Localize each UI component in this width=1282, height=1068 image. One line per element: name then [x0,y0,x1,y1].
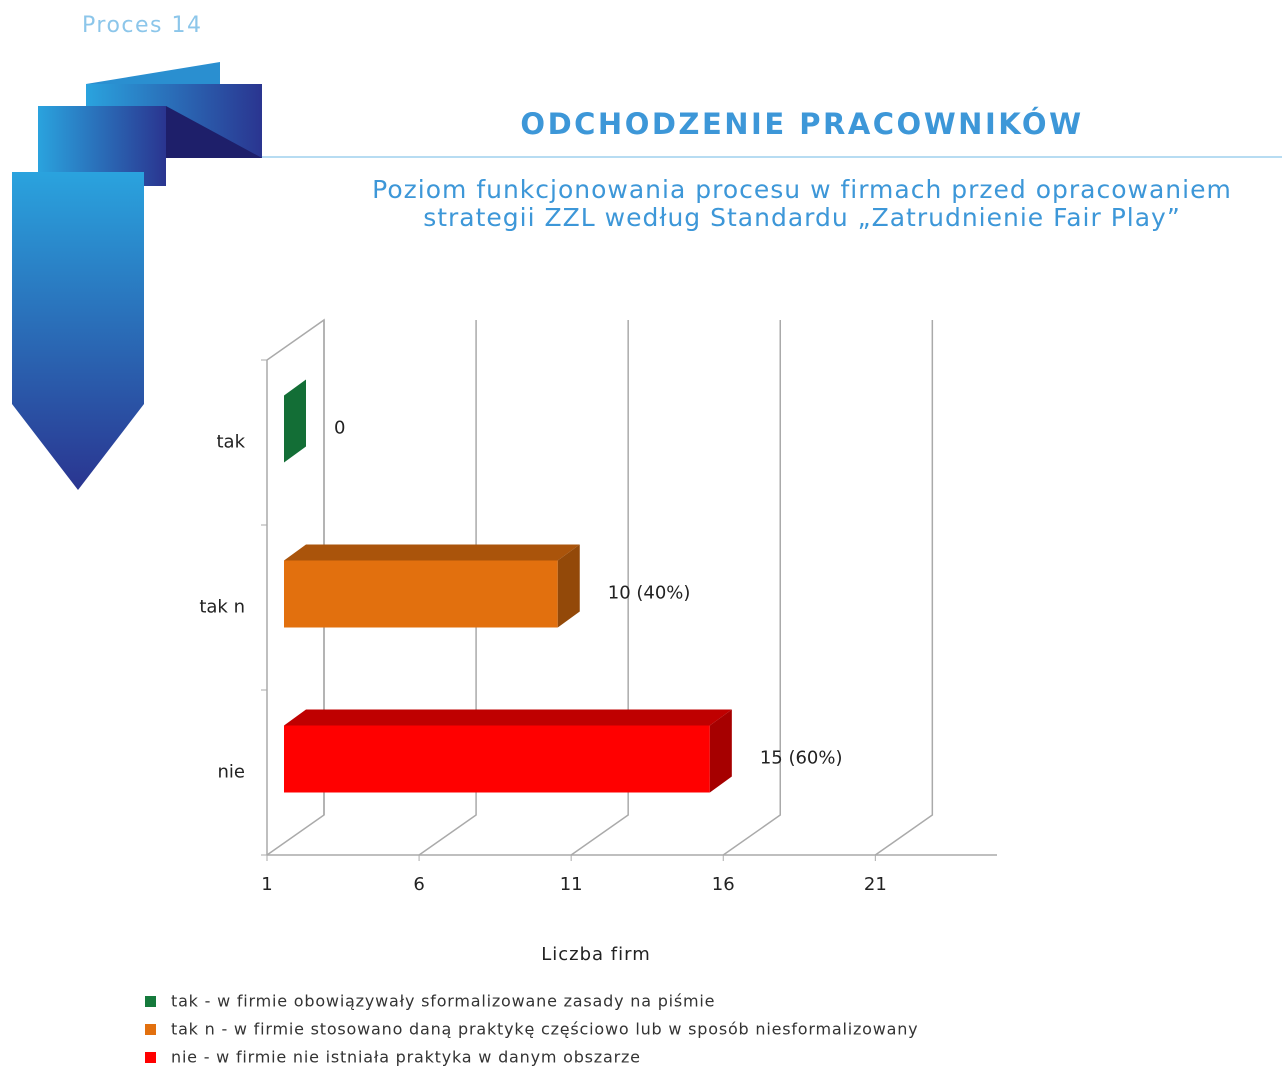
x-tick-label: 16 [712,874,735,895]
legend-label: tak n - w firmie stosowano daną praktykę… [171,1020,918,1039]
x-tick-label: 21 [864,874,887,895]
process-label: Proces 14 [82,13,202,38]
bar-side [557,544,580,628]
grid-line [874,320,934,856]
legend-swatch [145,1024,156,1035]
legend-label: tak - w firmie obowiązywały sformalizowa… [171,992,715,1011]
bar-top [284,544,580,561]
legend-swatch [145,1052,156,1063]
grid-line [418,320,477,856]
x-tick-label: 11 [560,874,583,895]
bar-side [284,379,306,463]
legend-label: nie - w firmie nie istniała praktyka w d… [171,1048,641,1067]
category-label: tak n [199,597,245,618]
value-label: 15 (60%) [760,748,843,769]
x-tick-label: 1 [261,874,272,895]
ribbon-decoration [12,62,262,490]
bar-front [284,725,710,793]
x-axis-label: Liczba firm [541,944,651,965]
category-label: nie [218,762,245,783]
category-label: tak [216,432,245,453]
chart-subtitle: strategii ZZL według Standardu „Zatrudni… [423,203,1181,232]
grid-line [266,320,325,856]
page-title: ODCHODZENIE PRACOWNIKÓW [520,107,1083,141]
x-tick-label: 6 [413,874,424,895]
legend-swatch [145,996,156,1007]
bar-top [284,709,732,726]
bar [284,379,306,463]
value-label: 10 (40%) [608,583,691,604]
grid-line [722,320,781,856]
bar [284,709,732,793]
bar-front [284,560,558,628]
value-label: 0 [334,418,345,439]
bar-side [709,709,732,793]
chart-subtitle: Poziom funkcjonowania procesu w firmach … [372,175,1232,204]
grid-line [570,320,629,856]
bar [284,544,580,628]
